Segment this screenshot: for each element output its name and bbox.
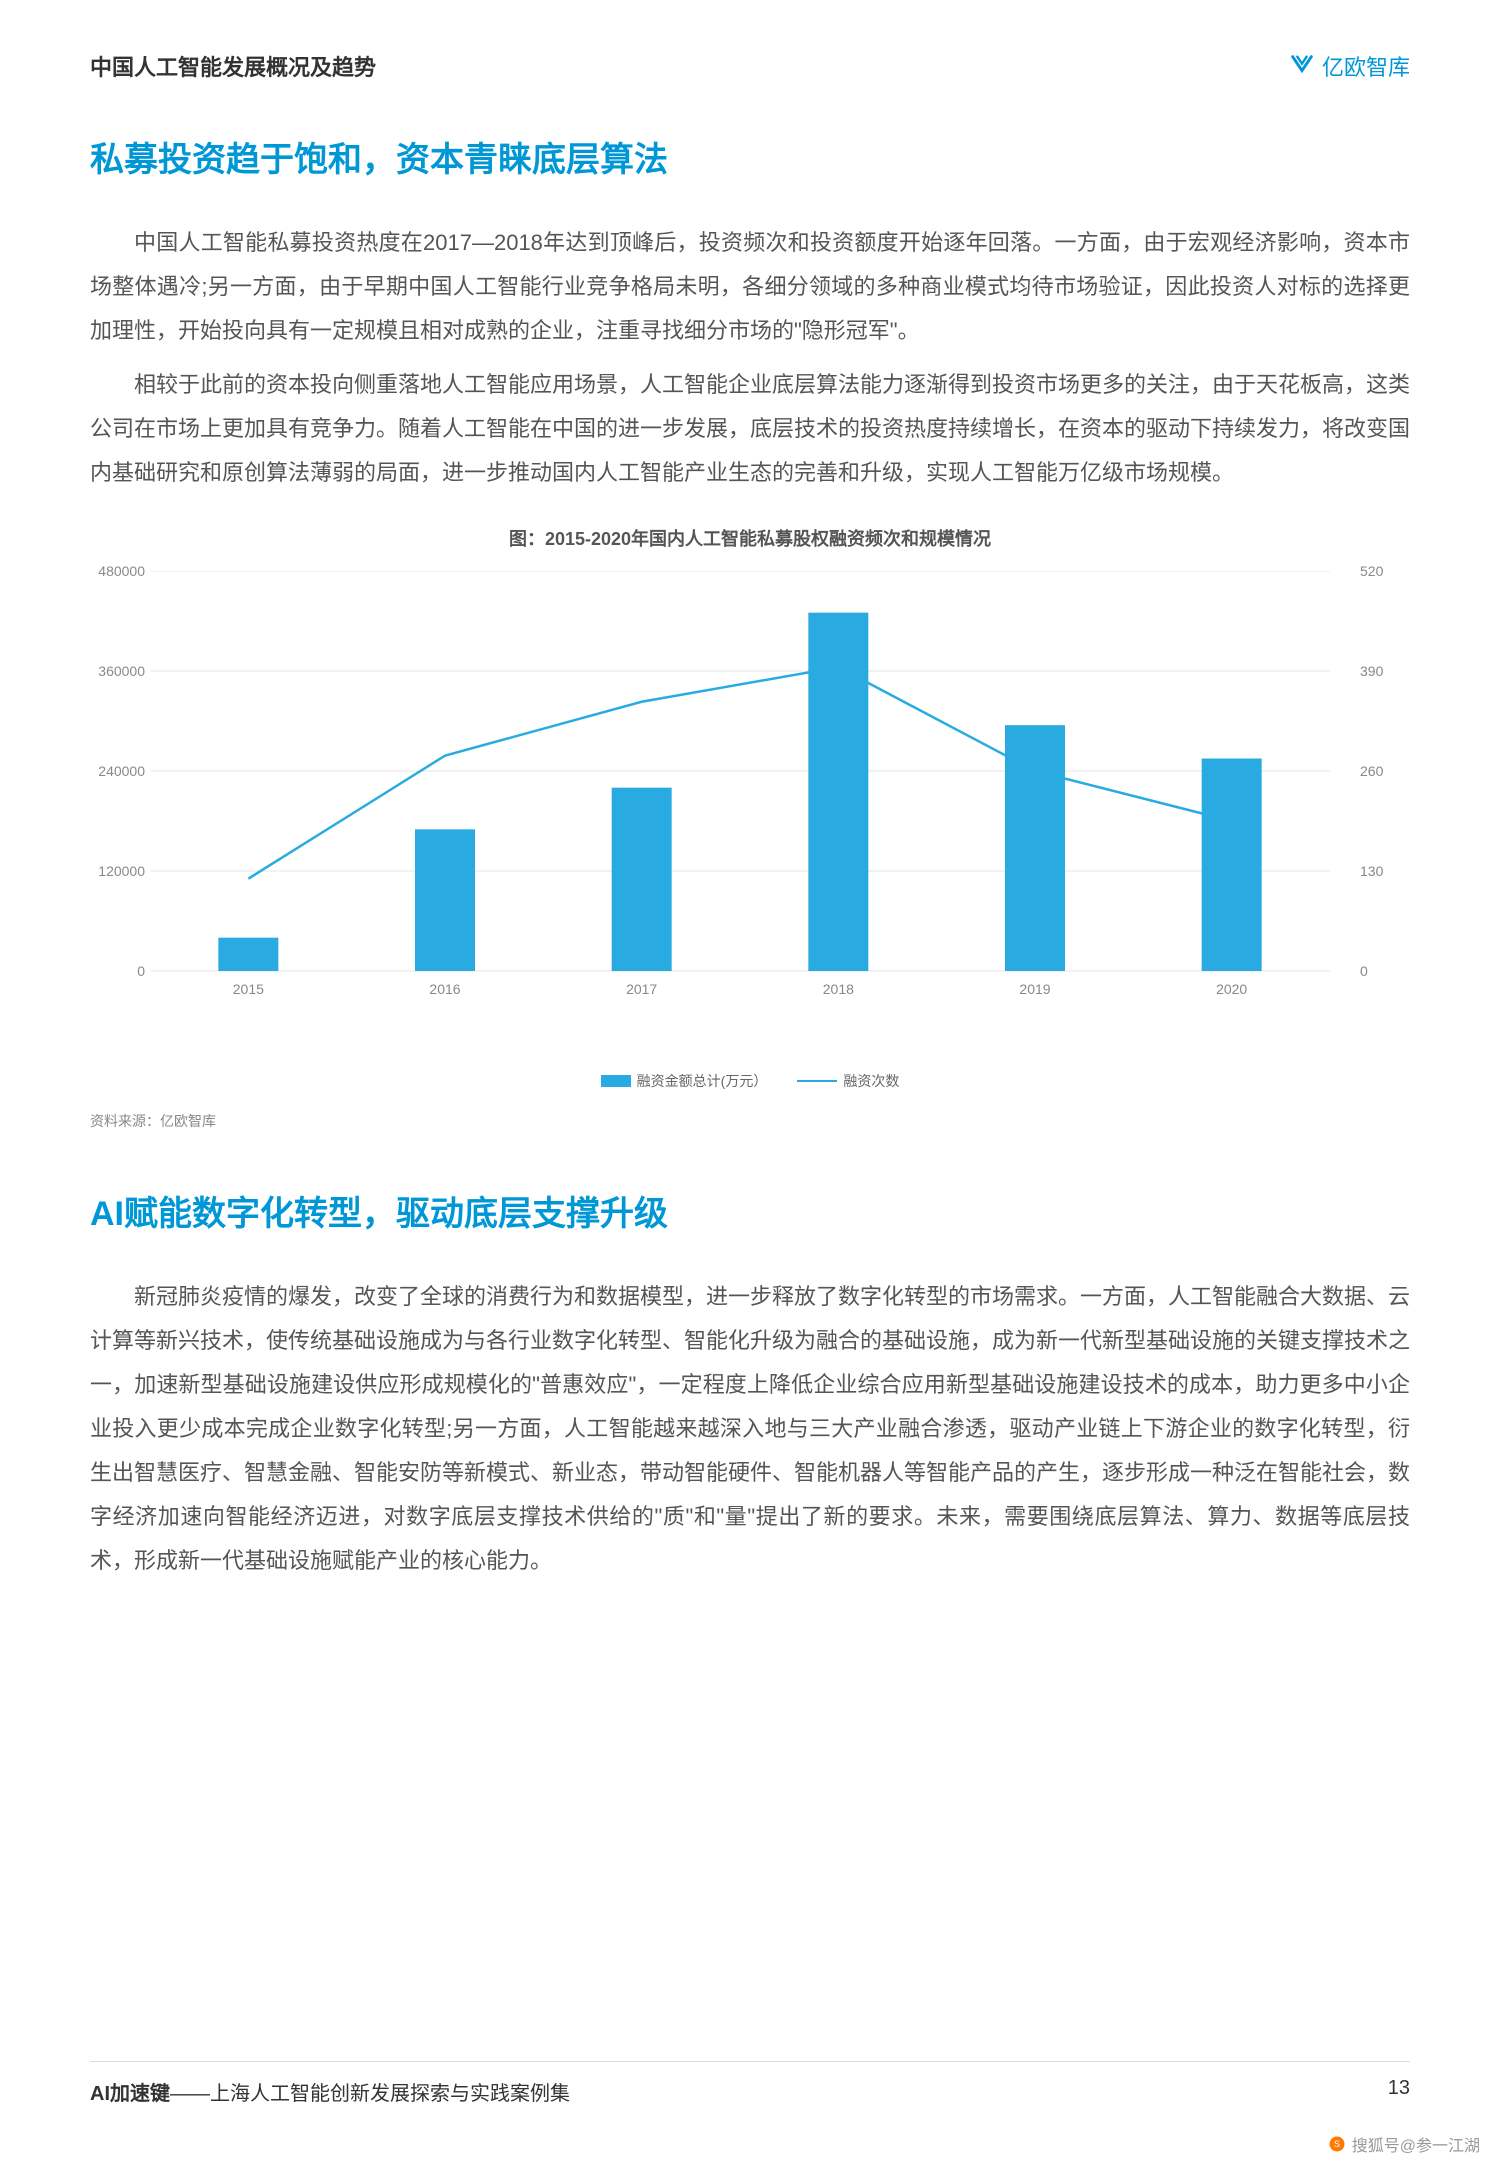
x-tick: 2016 xyxy=(429,981,460,997)
chart-area: 0120000240000360000480000013026039052020… xyxy=(90,571,1410,1031)
legend-bar: 融资金额总计(万元） xyxy=(601,1071,768,1091)
logo-icon xyxy=(1288,52,1316,80)
bar-2020 xyxy=(1202,759,1262,972)
y1-tick: 480000 xyxy=(90,563,145,579)
y2-tick: 130 xyxy=(1360,863,1410,879)
legend-line-label: 融资次数 xyxy=(843,1071,899,1091)
line-series xyxy=(248,667,1231,879)
bar-2019 xyxy=(1005,725,1065,971)
legend-bar-label: 融资金额总计(万元） xyxy=(637,1071,768,1091)
y2-tick: 390 xyxy=(1360,663,1410,679)
chart-source: 资料来源：亿欧智库 xyxy=(90,1111,1410,1131)
y1-tick: 240000 xyxy=(90,763,145,779)
footer-title: AI加速键 xyxy=(90,2083,170,2105)
section2-p1: 新冠肺炎疫情的爆发，改变了全球的消费行为和数据模型，进一步释放了数字化转型的市场… xyxy=(90,1275,1410,1583)
legend-line-swatch xyxy=(797,1080,837,1082)
chart-legend: 融资金额总计(万元） 融资次数 xyxy=(90,1071,1410,1091)
bar-2017 xyxy=(612,788,672,971)
watermark-text: 搜狐号@参一江湖 xyxy=(1352,2132,1480,2156)
y1-tick: 120000 xyxy=(90,863,145,879)
legend-bar-swatch xyxy=(601,1075,631,1087)
x-tick: 2020 xyxy=(1216,981,1247,997)
y2-tick: 260 xyxy=(1360,763,1410,779)
section1-p2: 相较于此前的资本投向侧重落地人工智能应用场景，人工智能企业底层算法能力逐渐得到投… xyxy=(90,363,1410,495)
chart-title: 图：2015-2020年国内人工智能私募股权融资频次和规模情况 xyxy=(90,525,1410,551)
logo: 亿欧智库 xyxy=(1288,50,1410,82)
page-number: 13 xyxy=(1388,2077,1410,2106)
chart-svg xyxy=(150,571,1330,1001)
x-tick: 2017 xyxy=(626,981,657,997)
x-tick: 2018 xyxy=(823,981,854,997)
page-header: 中国人工智能发展概况及趋势 亿欧智库 xyxy=(90,50,1410,82)
section2-title: AI赋能数字化转型，驱动底层支撑升级 xyxy=(90,1186,1410,1235)
watermark-icon: S xyxy=(1328,2135,1346,2153)
bar-2016 xyxy=(415,829,475,971)
section1-title: 私募投资趋于饱和，资本青睐底层算法 xyxy=(90,132,1410,181)
bar-2015 xyxy=(218,938,278,971)
y1-tick: 360000 xyxy=(90,663,145,679)
section1-p1: 中国人工智能私募投资热度在2017—2018年达到顶峰后，投资频次和投资额度开始… xyxy=(90,221,1410,353)
page-footer: AI加速键——上海人工智能创新发展探索与实践案例集 13 xyxy=(90,2061,1410,2106)
header-title: 中国人工智能发展概况及趋势 xyxy=(90,50,376,82)
y2-tick: 520 xyxy=(1360,563,1410,579)
x-tick: 2015 xyxy=(233,981,264,997)
y1-tick: 0 xyxy=(90,963,145,979)
chart-block: 图：2015-2020年国内人工智能私募股权融资频次和规模情况 0 120000 2… xyxy=(90,525,1410,1131)
watermark: S 搜狐号@参一江湖 xyxy=(1328,2132,1480,2156)
y2-tick: 0 xyxy=(1360,963,1410,979)
footer-subtitle: ——上海人工智能创新发展探索与实践案例集 xyxy=(170,2083,570,2105)
svg-text:S: S xyxy=(1334,2139,1340,2149)
legend-line: 融资次数 xyxy=(797,1071,899,1091)
x-tick: 2019 xyxy=(1019,981,1050,997)
footer-left: AI加速键——上海人工智能创新发展探索与实践案例集 xyxy=(90,2077,570,2106)
logo-text: 亿欧智库 xyxy=(1322,50,1410,82)
